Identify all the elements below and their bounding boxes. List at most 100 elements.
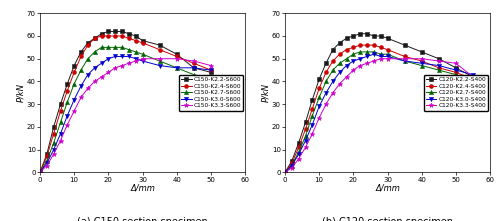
C120-K3.3-S400 <box>323 103 329 105</box>
C150-K2.7-S600 <box>208 78 214 80</box>
Legend: C120-K2.2-S400, C120-K2.4-S400, C120-K2.7-S400, C120-K3.0-S400, C120-K3.3-S400: C120-K2.2-S400, C120-K2.4-S400, C120-K2.… <box>424 75 488 111</box>
C150-K3.3-S600 <box>112 67 118 69</box>
C150-K2.7-S600 <box>112 46 118 49</box>
C150-K3.0-S600 <box>140 60 145 62</box>
C120-K2.4-S400 <box>357 44 363 46</box>
C120-K2.7-S400 <box>296 151 302 153</box>
C120-K2.7-S400 <box>289 164 295 167</box>
C120-K3.0-S400 <box>323 91 329 94</box>
C120-K3.0-S400 <box>302 139 308 142</box>
C120-K3.0-S400 <box>350 60 356 62</box>
C120-K3.0-S400 <box>330 80 336 83</box>
C120-K2.2-S400 <box>470 76 476 78</box>
C150-K2.7-S600 <box>58 121 64 124</box>
C150-K3.3-S600 <box>37 171 43 174</box>
C120-K2.4-S400 <box>330 60 336 62</box>
C120-K2.2-S400 <box>350 35 356 37</box>
C150-K3.0-S600 <box>126 55 132 58</box>
C150-K2.2-S600 <box>126 32 132 35</box>
C120-K2.4-S400 <box>418 60 424 62</box>
C150-K2.7-S600 <box>85 57 91 60</box>
C120-K2.7-S400 <box>364 51 370 53</box>
C150-K2.4-S600 <box>58 110 64 112</box>
C150-K2.4-S600 <box>71 71 77 74</box>
Line: C120-K2.4-S400: C120-K2.4-S400 <box>283 43 475 174</box>
C150-K3.3-S600 <box>191 60 197 62</box>
C150-K2.2-S600 <box>98 32 104 35</box>
C150-K3.3-S600 <box>98 76 104 78</box>
C120-K2.4-S400 <box>453 71 459 74</box>
C120-K3.0-S400 <box>402 60 407 62</box>
C120-K2.2-S400 <box>302 121 308 124</box>
C150-K2.4-S600 <box>191 62 197 65</box>
C150-K2.2-S600 <box>119 30 125 33</box>
C120-K2.7-S400 <box>436 69 442 71</box>
C120-K2.2-S400 <box>323 62 329 65</box>
C120-K2.7-S400 <box>350 53 356 55</box>
C120-K3.3-S400 <box>282 171 288 174</box>
C150-K3.3-S600 <box>156 57 162 60</box>
C150-K3.0-S600 <box>191 67 197 69</box>
C120-K3.0-S400 <box>378 55 384 58</box>
C120-K2.7-S400 <box>402 60 407 62</box>
C120-K3.0-S400 <box>316 105 322 108</box>
Text: (a) C150 section specimen: (a) C150 section specimen <box>77 217 208 221</box>
C150-K3.3-S600 <box>64 123 70 126</box>
C120-K2.2-S400 <box>364 32 370 35</box>
Line: C120-K2.7-S400: C120-K2.7-S400 <box>283 50 475 174</box>
C120-K2.2-S400 <box>357 32 363 35</box>
C150-K2.4-S600 <box>85 44 91 46</box>
C150-K2.2-S600 <box>106 30 112 33</box>
C150-K2.7-S600 <box>174 67 180 69</box>
C120-K2.2-S400 <box>289 160 295 162</box>
C120-K3.3-S400 <box>336 82 342 85</box>
C150-K3.3-S600 <box>92 80 98 83</box>
C120-K3.3-S400 <box>302 146 308 149</box>
C120-K2.7-S400 <box>344 57 349 60</box>
C120-K2.4-S400 <box>310 107 316 110</box>
X-axis label: Δ/mm: Δ/mm <box>375 184 400 193</box>
C120-K2.7-S400 <box>384 53 390 55</box>
C120-K2.4-S400 <box>384 48 390 51</box>
Line: C150-K2.4-S600: C150-K2.4-S600 <box>38 34 213 174</box>
C120-K2.4-S400 <box>364 44 370 46</box>
C120-K2.7-S400 <box>310 114 316 117</box>
Line: C120-K3.3-S400: C120-K3.3-S400 <box>282 56 476 175</box>
C120-K2.7-S400 <box>323 80 329 83</box>
C150-K3.0-S600 <box>78 85 84 87</box>
C150-K2.2-S600 <box>44 153 50 156</box>
C120-K2.2-S400 <box>453 67 459 69</box>
C150-K2.2-S600 <box>50 126 56 128</box>
C150-K2.2-S600 <box>78 51 84 53</box>
C120-K3.3-S400 <box>418 57 424 60</box>
C150-K2.7-S600 <box>64 101 70 103</box>
C150-K2.4-S600 <box>37 171 43 174</box>
C120-K2.4-S400 <box>378 46 384 49</box>
C120-K2.4-S400 <box>371 44 377 46</box>
C120-K2.7-S400 <box>418 64 424 67</box>
C120-K2.7-S400 <box>453 73 459 76</box>
C150-K2.4-S600 <box>50 132 56 135</box>
C120-K3.0-S400 <box>336 71 342 74</box>
C120-K3.0-S400 <box>357 57 363 60</box>
C120-K3.3-S400 <box>453 62 459 65</box>
C150-K3.0-S600 <box>50 148 56 151</box>
C150-K3.0-S600 <box>98 62 104 65</box>
C150-K2.7-S600 <box>37 171 43 174</box>
C150-K2.2-S600 <box>71 64 77 67</box>
C120-K2.2-S400 <box>296 141 302 144</box>
C150-K2.7-S600 <box>191 73 197 76</box>
C120-K3.0-S400 <box>418 62 424 65</box>
C150-K3.3-S600 <box>140 57 145 60</box>
C120-K3.0-S400 <box>344 64 349 67</box>
C150-K2.2-S600 <box>58 103 64 105</box>
C120-K3.0-S400 <box>470 73 476 76</box>
C120-K2.7-S400 <box>282 171 288 174</box>
C120-K3.0-S400 <box>296 153 302 156</box>
C150-K2.4-S600 <box>78 55 84 58</box>
C150-K3.0-S600 <box>58 132 64 135</box>
C150-K2.7-S600 <box>132 51 138 53</box>
C120-K2.2-S400 <box>378 35 384 37</box>
C120-K3.0-S400 <box>364 55 370 58</box>
Y-axis label: P/kN: P/kN <box>262 83 270 102</box>
